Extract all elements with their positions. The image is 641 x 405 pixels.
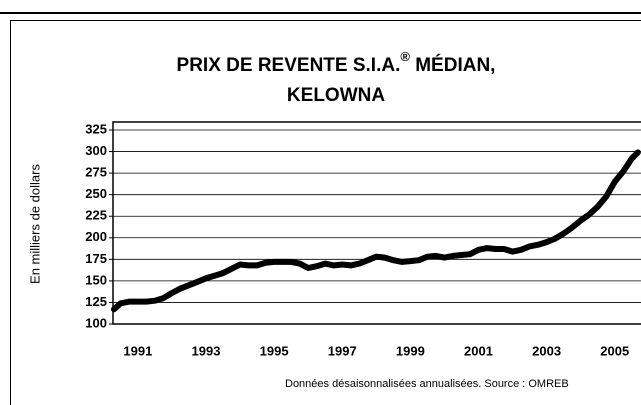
- y-tick-label: 200: [85, 229, 107, 244]
- x-tick-label: 1995: [260, 343, 289, 358]
- y-tick-label: 300: [85, 143, 107, 158]
- line-series: [111, 149, 641, 313]
- x-tick-label: 1993: [192, 343, 221, 358]
- y-tick-label: 175: [85, 251, 107, 266]
- chart-title: KELOWNA: [287, 85, 385, 106]
- x-tick-label: 1999: [396, 343, 425, 358]
- y-tick-label: 325: [85, 121, 107, 136]
- title-part: MÉDIAN,: [410, 54, 496, 76]
- x-tick-label: 2005: [600, 343, 629, 358]
- y-tick-label: 150: [85, 272, 107, 287]
- x-tick-label: 2001: [464, 343, 493, 358]
- x-tick-label: 1991: [123, 343, 152, 358]
- y-tick-label: 100: [85, 315, 107, 330]
- y-tick-label: 225: [85, 208, 107, 223]
- y-tick-label: 250: [85, 186, 107, 201]
- y-tick-label: 275: [85, 165, 107, 180]
- footnote: Données désaisonnalisées annualisées. So…: [285, 378, 569, 390]
- y-tick-label: 125: [85, 294, 107, 309]
- plot-frame: [112, 121, 641, 325]
- y-axis-label: En milliers de dollars: [27, 164, 42, 284]
- x-tick-label: 1997: [328, 343, 357, 358]
- frame: [10, 20, 641, 405]
- chart-title: PRIX DE REVENTE S.I.A.® MÉDIAN,: [177, 49, 496, 76]
- x-tick-label: 2003: [532, 343, 561, 358]
- title-part: PRIX DE REVENTE S.I.A.: [177, 55, 401, 76]
- title-part: ®: [400, 49, 410, 64]
